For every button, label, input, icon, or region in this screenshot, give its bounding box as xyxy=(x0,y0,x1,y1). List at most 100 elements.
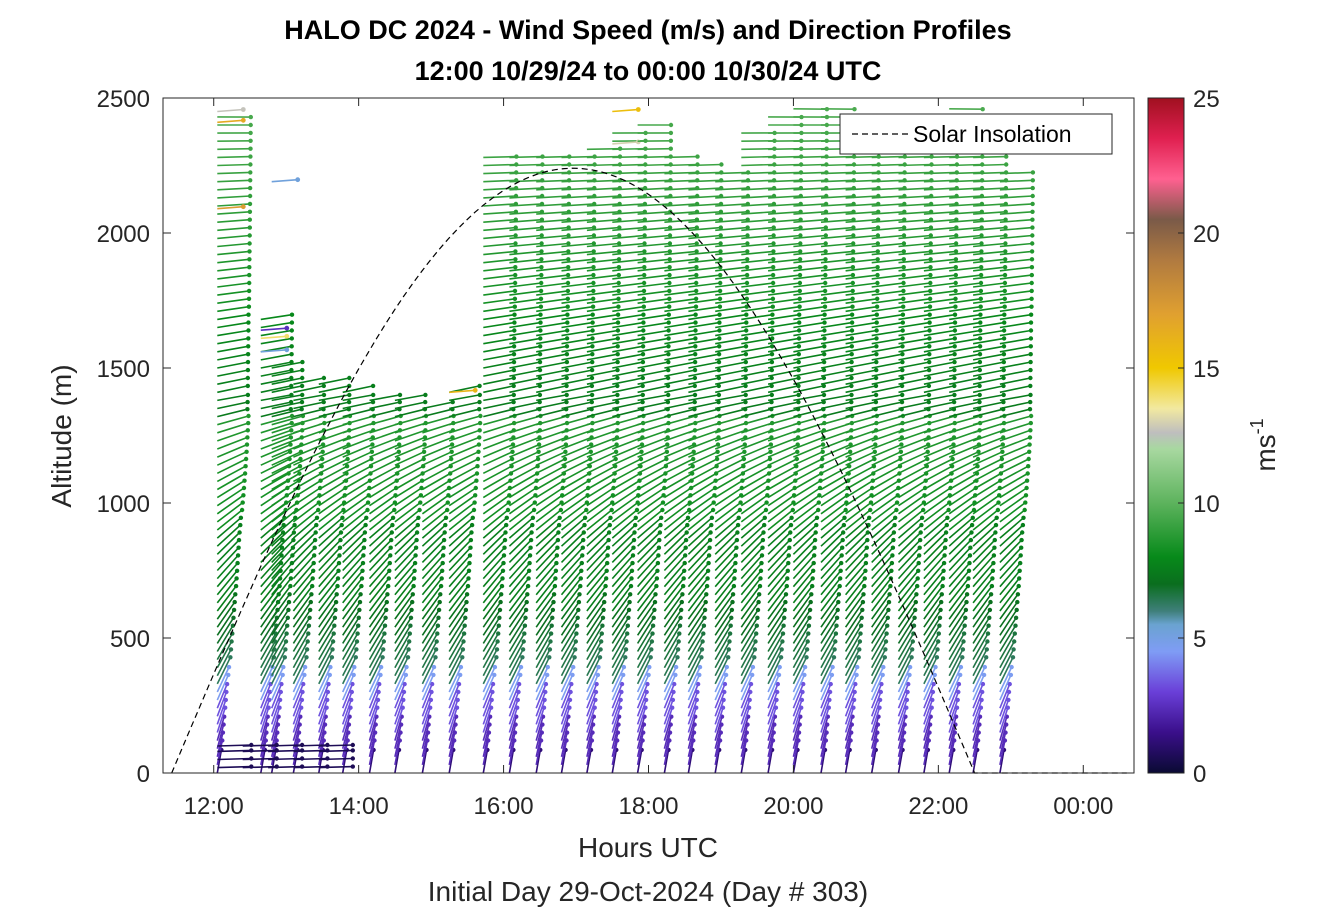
wind-barb-shaft xyxy=(342,625,359,652)
wind-barb xyxy=(271,456,303,475)
wind-barb-head xyxy=(814,522,819,528)
wind-barb xyxy=(482,449,515,466)
wind-barb-head xyxy=(476,442,482,447)
wind-barb-shaft xyxy=(260,369,292,377)
wind-barb xyxy=(368,655,385,685)
wind-barb-head xyxy=(816,500,821,505)
wind-barb-shaft xyxy=(368,732,376,757)
wind-barb xyxy=(483,296,518,304)
wind-barb-head xyxy=(297,464,303,469)
wind-barb-head xyxy=(680,592,685,597)
wind-barb-head xyxy=(477,420,483,426)
wind-barb-shaft xyxy=(394,501,421,523)
wind-barb-head xyxy=(613,456,618,462)
wind-barb-shaft xyxy=(260,394,292,402)
wind-barb-head xyxy=(771,265,776,270)
wind-barb-shaft xyxy=(260,562,282,588)
wind-barb xyxy=(217,328,251,337)
wind-barb xyxy=(482,522,509,547)
wind-barb-shaft xyxy=(368,531,393,555)
wind-barb-head xyxy=(289,344,294,349)
wind-barb-head xyxy=(668,130,674,136)
wind-barb-shaft xyxy=(422,415,454,426)
wind-barb-head xyxy=(382,631,387,636)
wind-barb-outlier xyxy=(260,325,290,331)
wind-barb xyxy=(483,359,517,369)
wind-barb-head xyxy=(334,592,339,597)
wind-barb-head xyxy=(787,537,792,543)
wind-barb-shaft xyxy=(394,401,426,410)
wind-barb xyxy=(318,664,333,693)
wind-barb-shaft xyxy=(292,547,316,572)
wind-barb-head xyxy=(408,615,414,620)
wind-barb-shaft xyxy=(482,570,504,596)
wind-barb xyxy=(482,456,515,475)
wind-barb xyxy=(483,241,518,248)
wind-barb-head xyxy=(537,359,543,365)
wind-barb-head xyxy=(758,576,763,581)
wind-barb-head xyxy=(780,639,785,644)
wind-barb-shaft xyxy=(341,691,353,717)
wind-barb-head xyxy=(777,664,782,670)
wind-barb xyxy=(368,689,381,717)
wind-barb-head xyxy=(629,568,635,573)
wind-barb xyxy=(483,320,517,329)
wind-barb-shaft xyxy=(260,415,293,426)
wind-barb xyxy=(482,647,500,677)
wind-barb-shaft xyxy=(482,443,514,458)
wind-barb-head xyxy=(234,568,240,573)
wind-barb-head xyxy=(387,568,392,573)
wind-barb xyxy=(217,185,253,191)
wind-barb xyxy=(394,615,414,644)
wind-barb-shaft xyxy=(368,517,394,539)
wind-barb xyxy=(394,689,407,717)
wind-barb-shaft xyxy=(216,524,241,547)
wind-barb xyxy=(217,304,252,313)
wind-barb-shaft xyxy=(260,436,292,450)
wind-barb-shaft xyxy=(217,305,250,313)
wind-barb-shaft xyxy=(342,480,371,499)
wind-barb-head xyxy=(246,304,252,309)
wind-barb-head xyxy=(633,515,638,520)
wind-barb-head xyxy=(591,280,596,286)
wind-barb-head xyxy=(490,681,496,687)
wind-barb-head xyxy=(289,328,294,333)
wind-barb-head xyxy=(813,530,818,535)
wind-barb-head xyxy=(590,320,595,325)
wind-barb xyxy=(394,576,417,604)
wind-barb-shaft xyxy=(271,487,299,507)
wind-barb-shaft xyxy=(448,531,473,555)
wind-barb-head xyxy=(664,449,670,454)
wind-barb xyxy=(318,449,351,466)
wind-barb-head xyxy=(492,664,498,670)
wind-barb-shaft xyxy=(292,749,299,773)
wind-barb-head xyxy=(497,607,503,613)
wind-barb-head xyxy=(631,545,636,550)
wind-barb-head xyxy=(473,485,478,491)
wind-barb-head xyxy=(694,272,699,278)
wind-barb-shaft xyxy=(217,203,251,207)
wind-barb-head xyxy=(667,304,672,309)
wind-barb xyxy=(270,639,289,669)
wind-barb xyxy=(217,130,253,136)
wind-barb xyxy=(217,435,250,450)
wind-barb-shaft xyxy=(271,539,294,563)
wind-barb-shaft xyxy=(369,458,399,475)
wind-barb-head xyxy=(248,138,253,143)
wind-barb-head xyxy=(247,193,253,199)
wind-barb-head xyxy=(306,631,311,636)
wind-barb-shaft xyxy=(421,524,446,547)
wind-barb-shaft xyxy=(292,609,311,636)
wind-barb-head xyxy=(345,456,350,462)
wind-barb-head xyxy=(548,639,553,644)
wind-barb-head xyxy=(288,399,294,405)
wind-barb-shaft xyxy=(482,691,494,717)
wind-barb-head xyxy=(727,639,732,644)
wind-barb xyxy=(448,420,483,434)
wind-barb-shaft xyxy=(369,408,400,418)
wind-barb-shaft xyxy=(260,377,292,385)
wind-barb-head xyxy=(701,631,706,636)
wind-barb xyxy=(394,456,426,475)
wind-barb-head xyxy=(729,607,735,613)
wind-barb-head xyxy=(834,615,840,620)
